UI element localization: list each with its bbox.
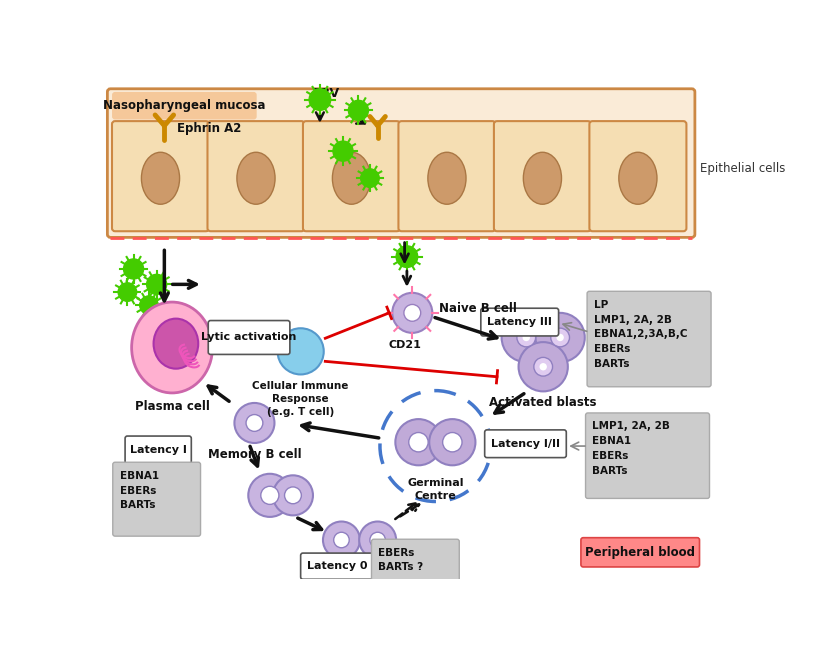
Circle shape	[334, 532, 349, 548]
FancyBboxPatch shape	[209, 320, 290, 354]
Text: Latency I/II: Latency I/II	[491, 439, 560, 448]
Circle shape	[277, 328, 324, 374]
Text: EBERs
BARTs ?: EBERs BARTs ?	[379, 548, 424, 573]
Circle shape	[359, 521, 396, 558]
Circle shape	[309, 89, 330, 111]
Circle shape	[124, 259, 144, 279]
Text: Latency 0: Latency 0	[307, 561, 367, 571]
Circle shape	[556, 334, 564, 341]
FancyBboxPatch shape	[590, 121, 686, 231]
FancyBboxPatch shape	[485, 430, 566, 458]
FancyBboxPatch shape	[481, 308, 559, 336]
Text: Epithelial cells: Epithelial cells	[699, 162, 785, 176]
FancyBboxPatch shape	[586, 413, 709, 499]
Ellipse shape	[332, 152, 371, 204]
Circle shape	[534, 358, 552, 376]
Ellipse shape	[524, 152, 561, 204]
Circle shape	[540, 363, 547, 370]
Text: EBNA1
EBERs
BARTs: EBNA1 EBERs BARTs	[119, 471, 159, 510]
Text: CD21: CD21	[389, 340, 421, 350]
FancyBboxPatch shape	[587, 291, 711, 387]
Text: Plasma cell: Plasma cell	[135, 400, 209, 413]
Text: Latency I: Latency I	[130, 445, 187, 455]
FancyBboxPatch shape	[125, 436, 191, 463]
Circle shape	[409, 432, 428, 452]
Text: LMP1, 2A, 2B
EBNA1
EBERs
BARTs: LMP1, 2A, 2B EBNA1 EBERs BARTs	[592, 421, 670, 476]
FancyBboxPatch shape	[208, 121, 304, 231]
Text: Memory B cell: Memory B cell	[208, 448, 301, 461]
Circle shape	[323, 521, 360, 558]
Circle shape	[429, 419, 475, 465]
FancyBboxPatch shape	[303, 121, 400, 231]
Circle shape	[249, 474, 291, 517]
Circle shape	[523, 334, 530, 341]
Circle shape	[261, 486, 279, 504]
Circle shape	[146, 274, 167, 294]
FancyBboxPatch shape	[301, 553, 373, 579]
FancyBboxPatch shape	[371, 540, 459, 594]
Circle shape	[443, 432, 462, 452]
Circle shape	[501, 313, 551, 362]
Text: Germinal
Centre: Germinal Centre	[407, 478, 464, 500]
Circle shape	[519, 342, 568, 391]
Circle shape	[273, 475, 313, 515]
Text: EBV: EBV	[312, 87, 339, 100]
Circle shape	[395, 419, 442, 465]
Ellipse shape	[428, 152, 466, 204]
Text: Activated blasts: Activated blasts	[489, 396, 597, 409]
Ellipse shape	[237, 152, 275, 204]
Circle shape	[393, 293, 433, 333]
FancyBboxPatch shape	[113, 462, 200, 536]
Circle shape	[551, 328, 569, 347]
Text: Latency III: Latency III	[488, 317, 552, 327]
Text: Lytic activation: Lytic activation	[201, 333, 297, 343]
Text: LP
LMP1, 2A, 2B
EBNA1,2,3A,B,C
EBERs
BARTs: LP LMP1, 2A, 2B EBNA1,2,3A,B,C EBERs BAR…	[594, 300, 687, 369]
Circle shape	[285, 487, 301, 504]
Circle shape	[361, 169, 380, 187]
Text: Ephrin A2: Ephrin A2	[178, 122, 242, 135]
Circle shape	[404, 304, 420, 321]
Circle shape	[517, 328, 536, 347]
Circle shape	[536, 313, 585, 362]
FancyBboxPatch shape	[112, 121, 209, 231]
FancyBboxPatch shape	[581, 538, 699, 567]
Circle shape	[396, 246, 418, 267]
FancyBboxPatch shape	[494, 121, 591, 231]
Ellipse shape	[142, 152, 180, 204]
Text: Naive B cell: Naive B cell	[439, 302, 517, 315]
Circle shape	[246, 415, 263, 432]
Circle shape	[235, 403, 275, 443]
FancyBboxPatch shape	[398, 121, 496, 231]
FancyBboxPatch shape	[107, 89, 694, 237]
Text: Nasopharyngeal mucosa: Nasopharyngeal mucosa	[103, 99, 266, 112]
FancyBboxPatch shape	[113, 93, 256, 119]
Ellipse shape	[619, 152, 657, 204]
Ellipse shape	[154, 318, 198, 369]
Circle shape	[118, 283, 137, 302]
Circle shape	[348, 100, 368, 120]
Ellipse shape	[132, 302, 213, 393]
Text: Cellular Immune
Response
(e.g. T cell): Cellular Immune Response (e.g. T cell)	[253, 381, 348, 417]
Text: Peripheral blood: Peripheral blood	[585, 546, 695, 559]
Circle shape	[333, 141, 353, 161]
Circle shape	[140, 296, 158, 315]
Circle shape	[370, 532, 385, 548]
